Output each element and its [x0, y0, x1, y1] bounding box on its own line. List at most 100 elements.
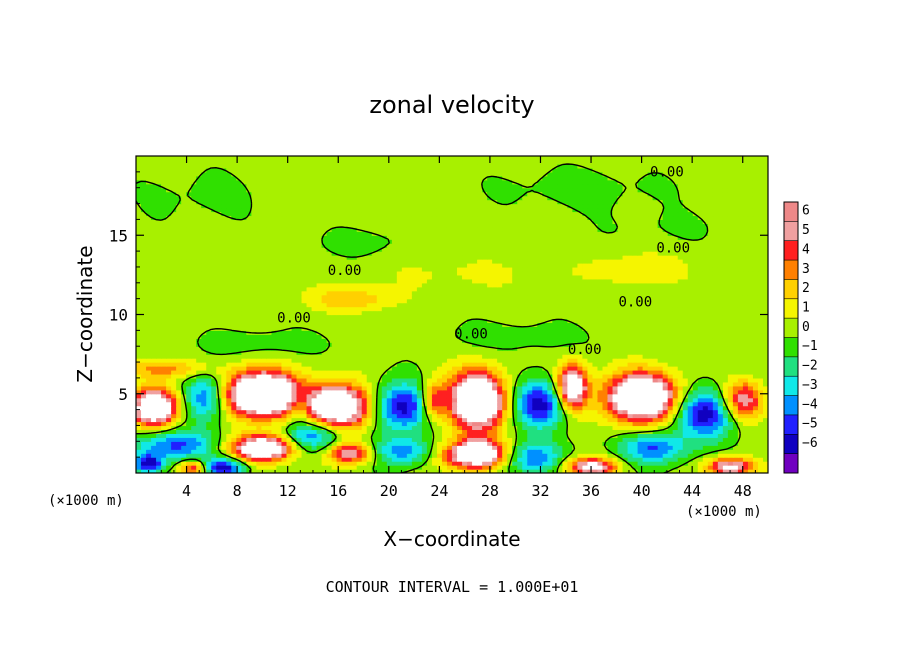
field-cell: [296, 409, 303, 415]
field-cell: [326, 397, 333, 403]
field-cell: [211, 322, 217, 327]
field-cell: [291, 461, 298, 466]
field-cell: [717, 437, 724, 442]
field-cell: [567, 354, 573, 359]
field-cell: [436, 354, 443, 359]
field-cell: [226, 322, 232, 327]
field-cell: [431, 425, 438, 431]
field-cell: [211, 350, 217, 355]
field-cell: [547, 369, 553, 375]
field-cell: [557, 377, 563, 383]
field-cell: [291, 453, 298, 458]
field-cell: [452, 338, 458, 343]
field-cell: [722, 346, 729, 351]
field-cell: [371, 342, 378, 347]
field-cell: [677, 421, 684, 427]
field-cell: [652, 397, 659, 403]
field-cell: [742, 334, 749, 339]
field-cell: [171, 409, 177, 415]
field-cell: [607, 413, 614, 419]
field-cell: [692, 354, 699, 359]
field-cell: [717, 366, 724, 371]
field-cell: [677, 441, 684, 446]
field-cell: [426, 318, 433, 324]
field-cell: [622, 322, 629, 327]
field-cell: [191, 318, 197, 324]
field-cell: [441, 437, 448, 442]
field-cell: [181, 425, 187, 431]
field-cell: [386, 417, 393, 423]
field-cell: [291, 314, 298, 320]
field-cell: [441, 338, 448, 343]
field-cell: [436, 322, 443, 327]
field-cell: [677, 362, 684, 367]
field-cell: [216, 358, 222, 363]
field-cell: [537, 326, 543, 331]
field-cell: [166, 322, 172, 327]
field-cell: [502, 469, 508, 473]
field-cell: [291, 373, 298, 379]
field-cell: [426, 346, 433, 351]
field-cell: [371, 354, 378, 359]
field-cell: [241, 453, 247, 458]
field-cell: [136, 465, 142, 470]
field-cell: [351, 326, 358, 331]
field-cell: [396, 318, 403, 324]
field-cell: [231, 322, 237, 327]
field-cell: [416, 453, 423, 458]
field-cell: [266, 453, 273, 458]
field-cell: [682, 405, 689, 411]
field-cell: [597, 449, 604, 454]
field-cell: [667, 441, 674, 446]
field-cell: [537, 453, 543, 458]
field-cell: [642, 366, 649, 371]
field-cell: [462, 334, 468, 339]
field-cell: [742, 441, 749, 446]
field-cell: [286, 334, 293, 339]
field-cell: [682, 441, 689, 446]
field-cell: [156, 330, 162, 335]
field-cell: [482, 405, 488, 411]
field-cell: [236, 449, 242, 454]
field-cell: [637, 346, 644, 351]
field-cell: [592, 417, 599, 423]
field-cell: [462, 421, 468, 427]
field-cell: [592, 413, 599, 419]
field-cell: [151, 409, 157, 415]
field-cell: [757, 330, 764, 335]
field-cell: [426, 342, 433, 347]
field-cell: [747, 346, 754, 351]
field-cell: [221, 369, 227, 375]
field-cell: [391, 449, 398, 454]
field-cell: [291, 449, 298, 454]
field-cell: [457, 469, 463, 473]
field-cell: [236, 393, 242, 399]
field-cell: [296, 377, 303, 383]
field-cell: [356, 362, 363, 367]
field-cell: [281, 401, 288, 407]
field-cell: [712, 358, 719, 363]
field-cell: [171, 413, 177, 419]
field-cell: [226, 425, 232, 431]
field-cell: [602, 425, 609, 431]
field-cell: [622, 425, 629, 431]
field-cell: [737, 362, 744, 367]
field-cell: [441, 393, 448, 399]
field-cell: [537, 393, 543, 399]
field-cell: [336, 338, 343, 343]
field-cell: [702, 369, 709, 375]
field-cell: [492, 350, 498, 355]
field-cell: [467, 377, 473, 383]
field-cell: [527, 358, 533, 363]
field-cell: [261, 409, 268, 415]
field-cell: [311, 417, 318, 423]
field-cell: [467, 449, 473, 454]
field-cell: [171, 449, 177, 454]
field-cell: [607, 342, 614, 347]
field-cell: [472, 469, 478, 473]
field-cell: [732, 409, 739, 415]
field-cell: [577, 425, 584, 431]
field-cell: [572, 369, 578, 375]
field-cell: [717, 421, 724, 427]
field-cell: [366, 445, 373, 450]
